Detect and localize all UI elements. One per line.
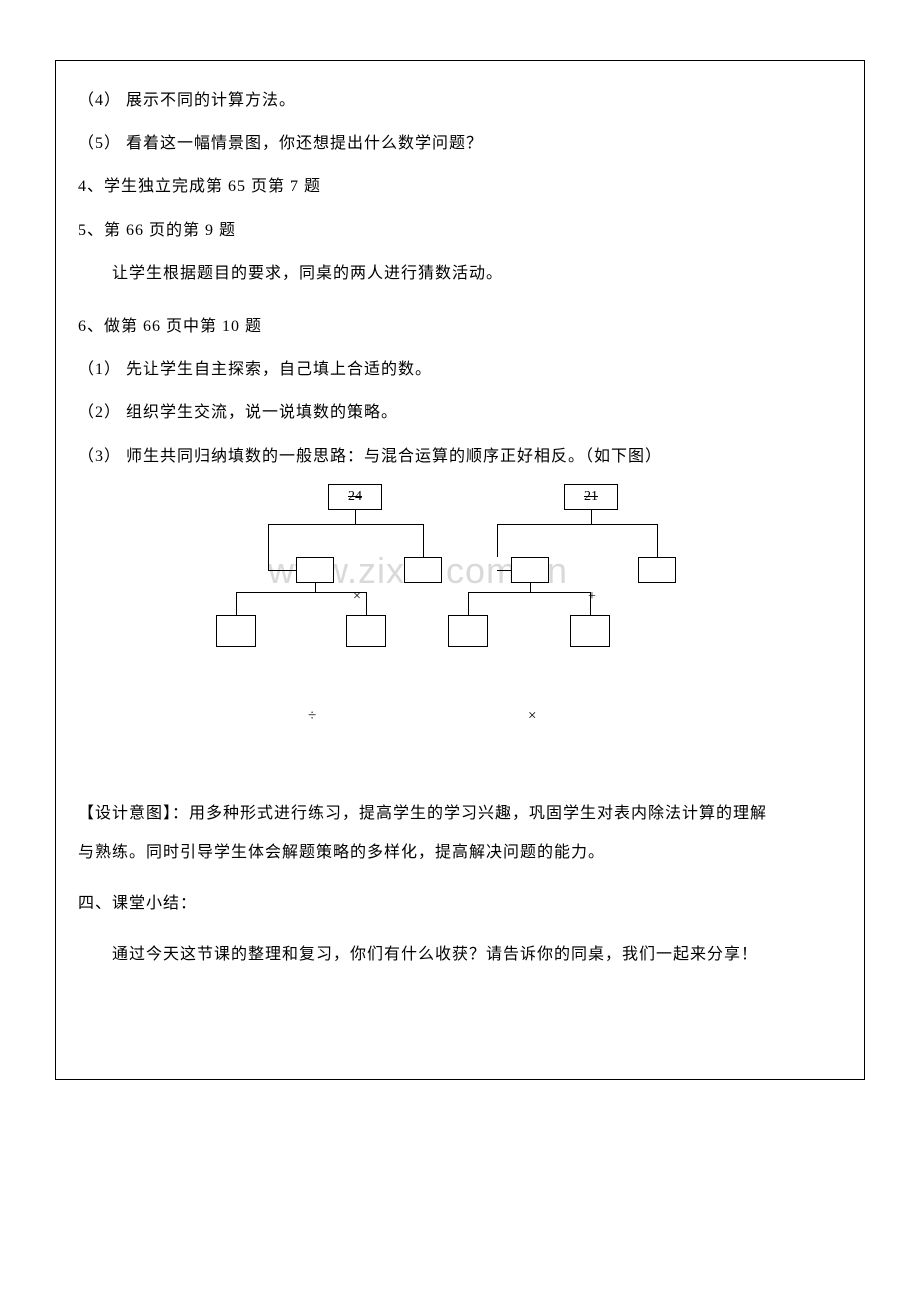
tree2-mid-right-box [638,557,676,583]
text-line-5: 让学生根据题目的要求，同桌的两人进行猜数活动。 [78,252,842,295]
tree1-mid-line-left [268,570,296,571]
tree2-mid-line-left [497,570,511,571]
text-line-2: （5） 看着这一幅情景图，你还想提出什么数学问题？ [78,122,842,165]
tree1-mid-stem [315,583,316,592]
tree2-bot-left-box [448,615,488,647]
tree2-vright2 [590,592,591,615]
tree1-mid-left-box [296,557,334,583]
tree1-vright2 [366,592,367,615]
tree2-vright1 [657,524,658,557]
tree2-vleft2 [468,592,469,615]
tree2-vleft1 [497,524,498,557]
tree2-top-box: 21 [564,484,618,510]
tree-diagram: www.zixin.com.cn 24 × 21 + [168,484,688,694]
text-line-8: （2） 组织学生交流，说一说填数的策略。 [78,391,842,434]
tree1-vleft1 [268,524,269,570]
tree1-mid-right-box [404,557,442,583]
tree2-top-stem [591,510,592,524]
lower-op-right: × [528,708,536,725]
text-line-1: （4） 展示不同的计算方法。 [78,79,842,122]
text-line-7: （1） 先让学生自主探索，自己填上合适的数。 [78,348,842,391]
tree1-vright1 [423,524,424,557]
text-line-12: 四、课堂小结： [78,882,842,925]
tree1-bot-right-box [346,615,386,647]
tree2-mid-left-box [511,557,549,583]
tree2-mid-stem [530,583,531,592]
text-line-13: 通过今天这节课的整理和复习，你们有什么收获？请告诉你的同桌，我们一起来分享！ [78,933,842,976]
text-line-6: 6、做第 66 页中第 10 题 [78,305,842,348]
text-line-3: 4、学生独立完成第 65 页第 7 题 [78,165,842,208]
tree2-hbar2 [468,592,590,593]
tree1-vleft2 [236,592,237,615]
tree1-top-box: 24 [328,484,382,510]
tree1-bot-left-box [216,615,256,647]
tree2-hbar1 [497,524,657,525]
text-line-11: 与熟练。同时引导学生体会解题策略的多样化，提高解决问题的能力。 [78,831,842,874]
tree2-bot-right-box [570,615,610,647]
text-line-9: （3） 师生共同归纳填数的一般思路：与混合运算的顺序正好相反。（如下图） [78,435,842,478]
tree1-hbar2 [236,592,366,593]
tree1-hbar1 [268,524,423,525]
text-line-10: 【设计意图】：用多种形式进行练习，提高学生的学习兴趣，巩固学生对表内除法计算的理… [78,796,842,831]
tree1-top-stem [355,510,356,524]
text-line-4: 5、第 66 页的第 9 题 [78,209,842,252]
lower-ops-row: ÷ × [168,708,688,734]
lower-op-left: ÷ [308,708,316,725]
page-border: （4） 展示不同的计算方法。 （5） 看着这一幅情景图，你还想提出什么数学问题？… [55,60,865,1080]
